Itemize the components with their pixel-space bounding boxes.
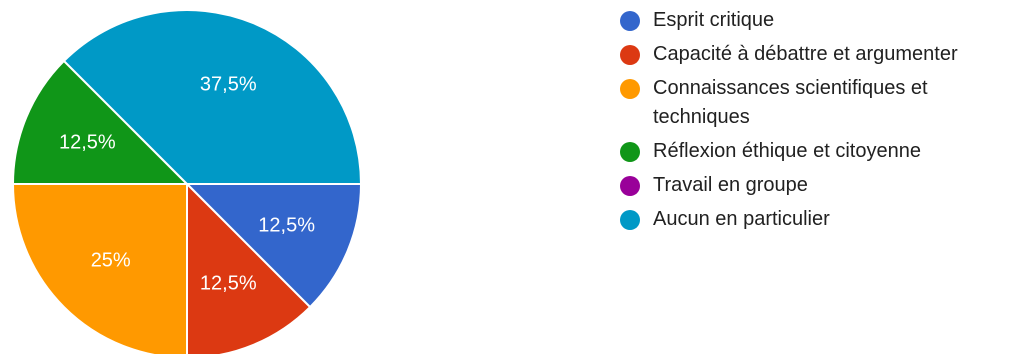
- legend-item-aucun-en-particulier: Aucun en particulier: [620, 205, 1010, 234]
- legend-item-reflexion-ethique-et-citoyenne: Réflexion éthique et citoyenne: [620, 137, 1010, 166]
- legend-label: Travail en groupe: [653, 174, 808, 196]
- legend-swatch-icon: [620, 142, 640, 162]
- pie-slice-esprit-critique: [184, 183, 363, 309]
- slice-label-aucun-en-particulier: 37,5%: [200, 73, 257, 95]
- pie-slice-connaissances-scientifiques-et-techniques: [11, 183, 188, 354]
- legend-item-travail-en-groupe: Travail en groupe: [620, 171, 1010, 200]
- pie-slice-aucun-en-particulier: [62, 9, 363, 185]
- legend-swatch-icon: [620, 210, 640, 230]
- legend-swatch-icon: [620, 176, 640, 196]
- legend-swatch-icon: [620, 11, 640, 31]
- legend-item-capacite-a-debattre-et-argumenter: Capacité à débattre et argumenter: [620, 40, 1010, 69]
- legend-label: Aucun en particulier: [653, 208, 830, 230]
- legend-label: Connaissances scientifiques et technique…: [653, 77, 928, 128]
- legend-label: Esprit critique: [653, 9, 775, 31]
- chart-legend: Esprit critique Capacité à débattre et ar…: [620, 6, 1010, 239]
- legend-label: Capacité à débattre et argumenter: [653, 43, 958, 65]
- pie-chart: 12,5% 12,5% 25% 12,5% 37,5%: [11, 9, 363, 354]
- slice-label-connaissances-scientifiques-et-techniques: 25%: [91, 249, 131, 271]
- slice-label-reflexion-ethique-et-citoyenne: 12,5%: [59, 132, 116, 154]
- legend-item-esprit-critique: Esprit critique: [620, 6, 1010, 35]
- slice-label-capacite-a-debattre-et-argumenter: 12,5%: [200, 273, 257, 295]
- pie-slices: [11, 9, 363, 354]
- pie-slice-capacite-a-debattre-et-argumenter: [186, 181, 312, 354]
- legend-swatch-icon: [620, 79, 640, 99]
- legend-item-connaissances-scientifiques-et-techniques: Connaissances scientifiques et technique…: [620, 74, 1010, 132]
- legend-swatch-icon: [620, 45, 640, 65]
- slice-label-esprit-critique: 12,5%: [258, 214, 315, 236]
- legend-label: Réflexion éthique et citoyenne: [653, 140, 921, 162]
- pie-labels: 12,5% 12,5% 25% 12,5% 37,5%: [59, 73, 315, 294]
- pie-slice-reflexion-ethique-et-citoyenne: [11, 59, 190, 185]
